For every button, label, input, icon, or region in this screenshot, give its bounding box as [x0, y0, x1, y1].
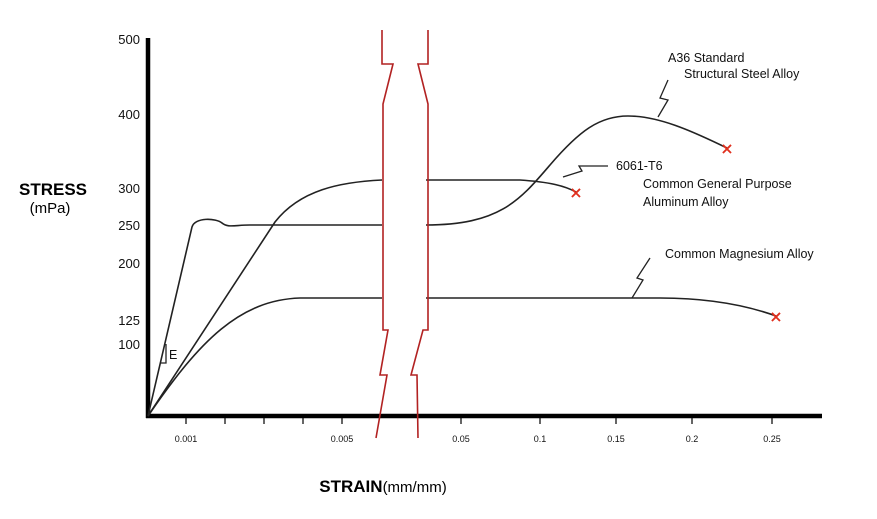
- axis-break-right: [409, 30, 429, 439]
- series-label-aluminum-line-3: Aluminum Alloy: [643, 195, 729, 209]
- y-tick-label: 125: [118, 313, 140, 328]
- y-tick-label: 200: [118, 256, 140, 271]
- y-tick-label: 250: [118, 218, 140, 233]
- series-line-steel: [147, 115, 728, 417]
- series-line-aluminum: [147, 179, 577, 417]
- series-label-aluminum-line-1: 6061-T6: [616, 159, 663, 173]
- fracture-marker-steel: ×: [720, 139, 733, 158]
- series-label-aluminum-line-2: Common General Purpose: [643, 177, 792, 191]
- y-axis-unit: (mPa): [30, 200, 71, 217]
- x-tick-label: 0.005: [331, 434, 354, 444]
- leader-magnesium: [631, 257, 651, 299]
- series-label-aluminum: 6061-T6 Common General Purpose Aluminum …: [616, 159, 795, 209]
- series-label-steel-line-1: A36 Standard: [668, 51, 744, 65]
- x-axis-title: STRAIN(mm/mm): [319, 477, 446, 496]
- fracture-marker-aluminum: ×: [569, 183, 582, 202]
- series-label-steel: A36 Standard Structural Steel Alloy: [668, 51, 800, 81]
- x-tick-label: 0.25: [763, 434, 781, 444]
- x-axis-title-main: STRAIN: [319, 477, 382, 496]
- y-tick-label: 400: [118, 107, 140, 122]
- y-tick-label: 500: [118, 32, 140, 47]
- axis-break-left: [375, 30, 395, 439]
- x-tick-label: 0.2: [686, 434, 699, 444]
- series-label-magnesium: Common Magnesium Alloy: [665, 247, 814, 261]
- leader-aluminum: [562, 165, 608, 178]
- x-tick-label: 0.001: [175, 434, 198, 444]
- x-tick-marks: [185, 416, 773, 424]
- series-label-steel-line-2: Structural Steel Alloy: [684, 67, 800, 81]
- x-tick-label: 0.15: [607, 434, 625, 444]
- x-tick-label: 0.05: [452, 434, 470, 444]
- fracture-marker-magnesium: ×: [769, 307, 782, 326]
- x-tick-label: 0.1: [534, 434, 547, 444]
- modulus-label: E: [169, 348, 177, 362]
- series-line-magnesium: [147, 297, 777, 417]
- leader-steel: [657, 79, 670, 118]
- y-axis-title: STRESS: [19, 180, 87, 199]
- y-tick-label: 100: [118, 337, 140, 352]
- x-axis-title-unit: (mm/mm): [383, 479, 447, 496]
- y-tick-label: 300: [118, 181, 140, 196]
- modulus-triangle: [160, 344, 167, 364]
